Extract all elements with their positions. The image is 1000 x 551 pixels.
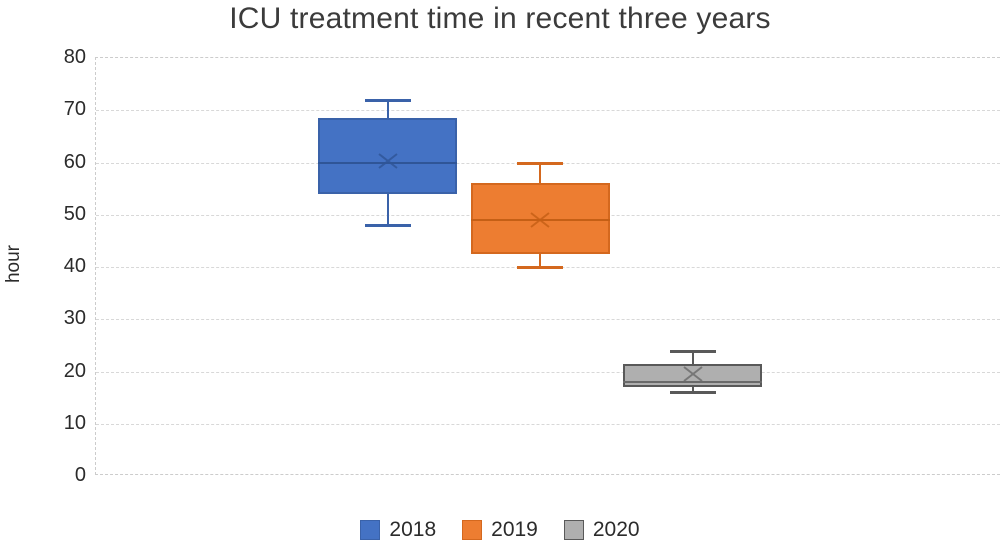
legend-label-2018: 2018 <box>389 518 437 541</box>
legend-swatch-2020 <box>563 520 584 540</box>
legend-swatch-2018 <box>360 520 381 540</box>
y-tick-label-60: 60 <box>63 150 86 173</box>
y-tick-label-30: 30 <box>63 307 86 330</box>
gridline-10 <box>96 423 1000 425</box>
y-tick-label-10: 10 <box>63 411 86 434</box>
legend-item-2019: 2019 <box>462 518 538 542</box>
y-tick-label-70: 70 <box>63 98 86 121</box>
y-tick-label-20: 20 <box>63 359 86 382</box>
y-tick-label-80: 80 <box>63 46 86 68</box>
mean-marker-icon-2019 <box>530 212 550 228</box>
legend-item-2020: 2020 <box>563 518 640 542</box>
whisker-lower-2020 <box>691 387 694 393</box>
box-2018 <box>318 118 457 194</box>
y-tick-label-50: 50 <box>63 202 86 225</box>
whisker-upper-2019 <box>539 162 541 184</box>
whisker-cap-max-2019 <box>517 161 563 165</box>
whisker-lower-2019 <box>539 253 541 267</box>
gridline-30 <box>96 319 1000 321</box>
mean-marker-icon-2018 <box>377 153 398 169</box>
whisker-lower-2018 <box>386 193 389 226</box>
box-2019 <box>470 183 610 254</box>
legend: 2018 2019 2020 <box>0 514 1000 546</box>
mean-marker-icon-2020 <box>682 366 703 382</box>
gridline-20 <box>96 371 1000 373</box>
whisker-cap-min-2019 <box>517 266 563 269</box>
whisker-upper-2018 <box>386 99 389 119</box>
legend-label-2019: 2019 <box>491 518 538 541</box>
median-line-2018 <box>318 161 457 164</box>
whisker-cap-min-2018 <box>364 224 411 228</box>
legend-label-2020: 2020 <box>592 518 640 541</box>
whisker-cap-max-2018 <box>364 98 411 102</box>
whisker-cap-min-2020 <box>669 391 716 395</box>
median-line-2020 <box>623 380 762 383</box>
y-tick-label-40: 40 <box>63 255 86 277</box>
chart-title: ICU treatment time in recent three years <box>229 2 771 35</box>
whisker-upper-2020 <box>691 350 694 364</box>
plot-area <box>95 57 1000 475</box>
whisker-cap-max-2020 <box>669 349 716 353</box>
y-axis-tick-labels: 0 10 20 30 40 50 60 70 80 <box>0 46 86 486</box>
legend-swatch-2019 <box>462 520 483 540</box>
y-tick-label-0: 0 <box>74 464 86 486</box>
legend-item-2018: 2018 <box>360 518 436 542</box>
gridline-70 <box>96 110 1000 112</box>
